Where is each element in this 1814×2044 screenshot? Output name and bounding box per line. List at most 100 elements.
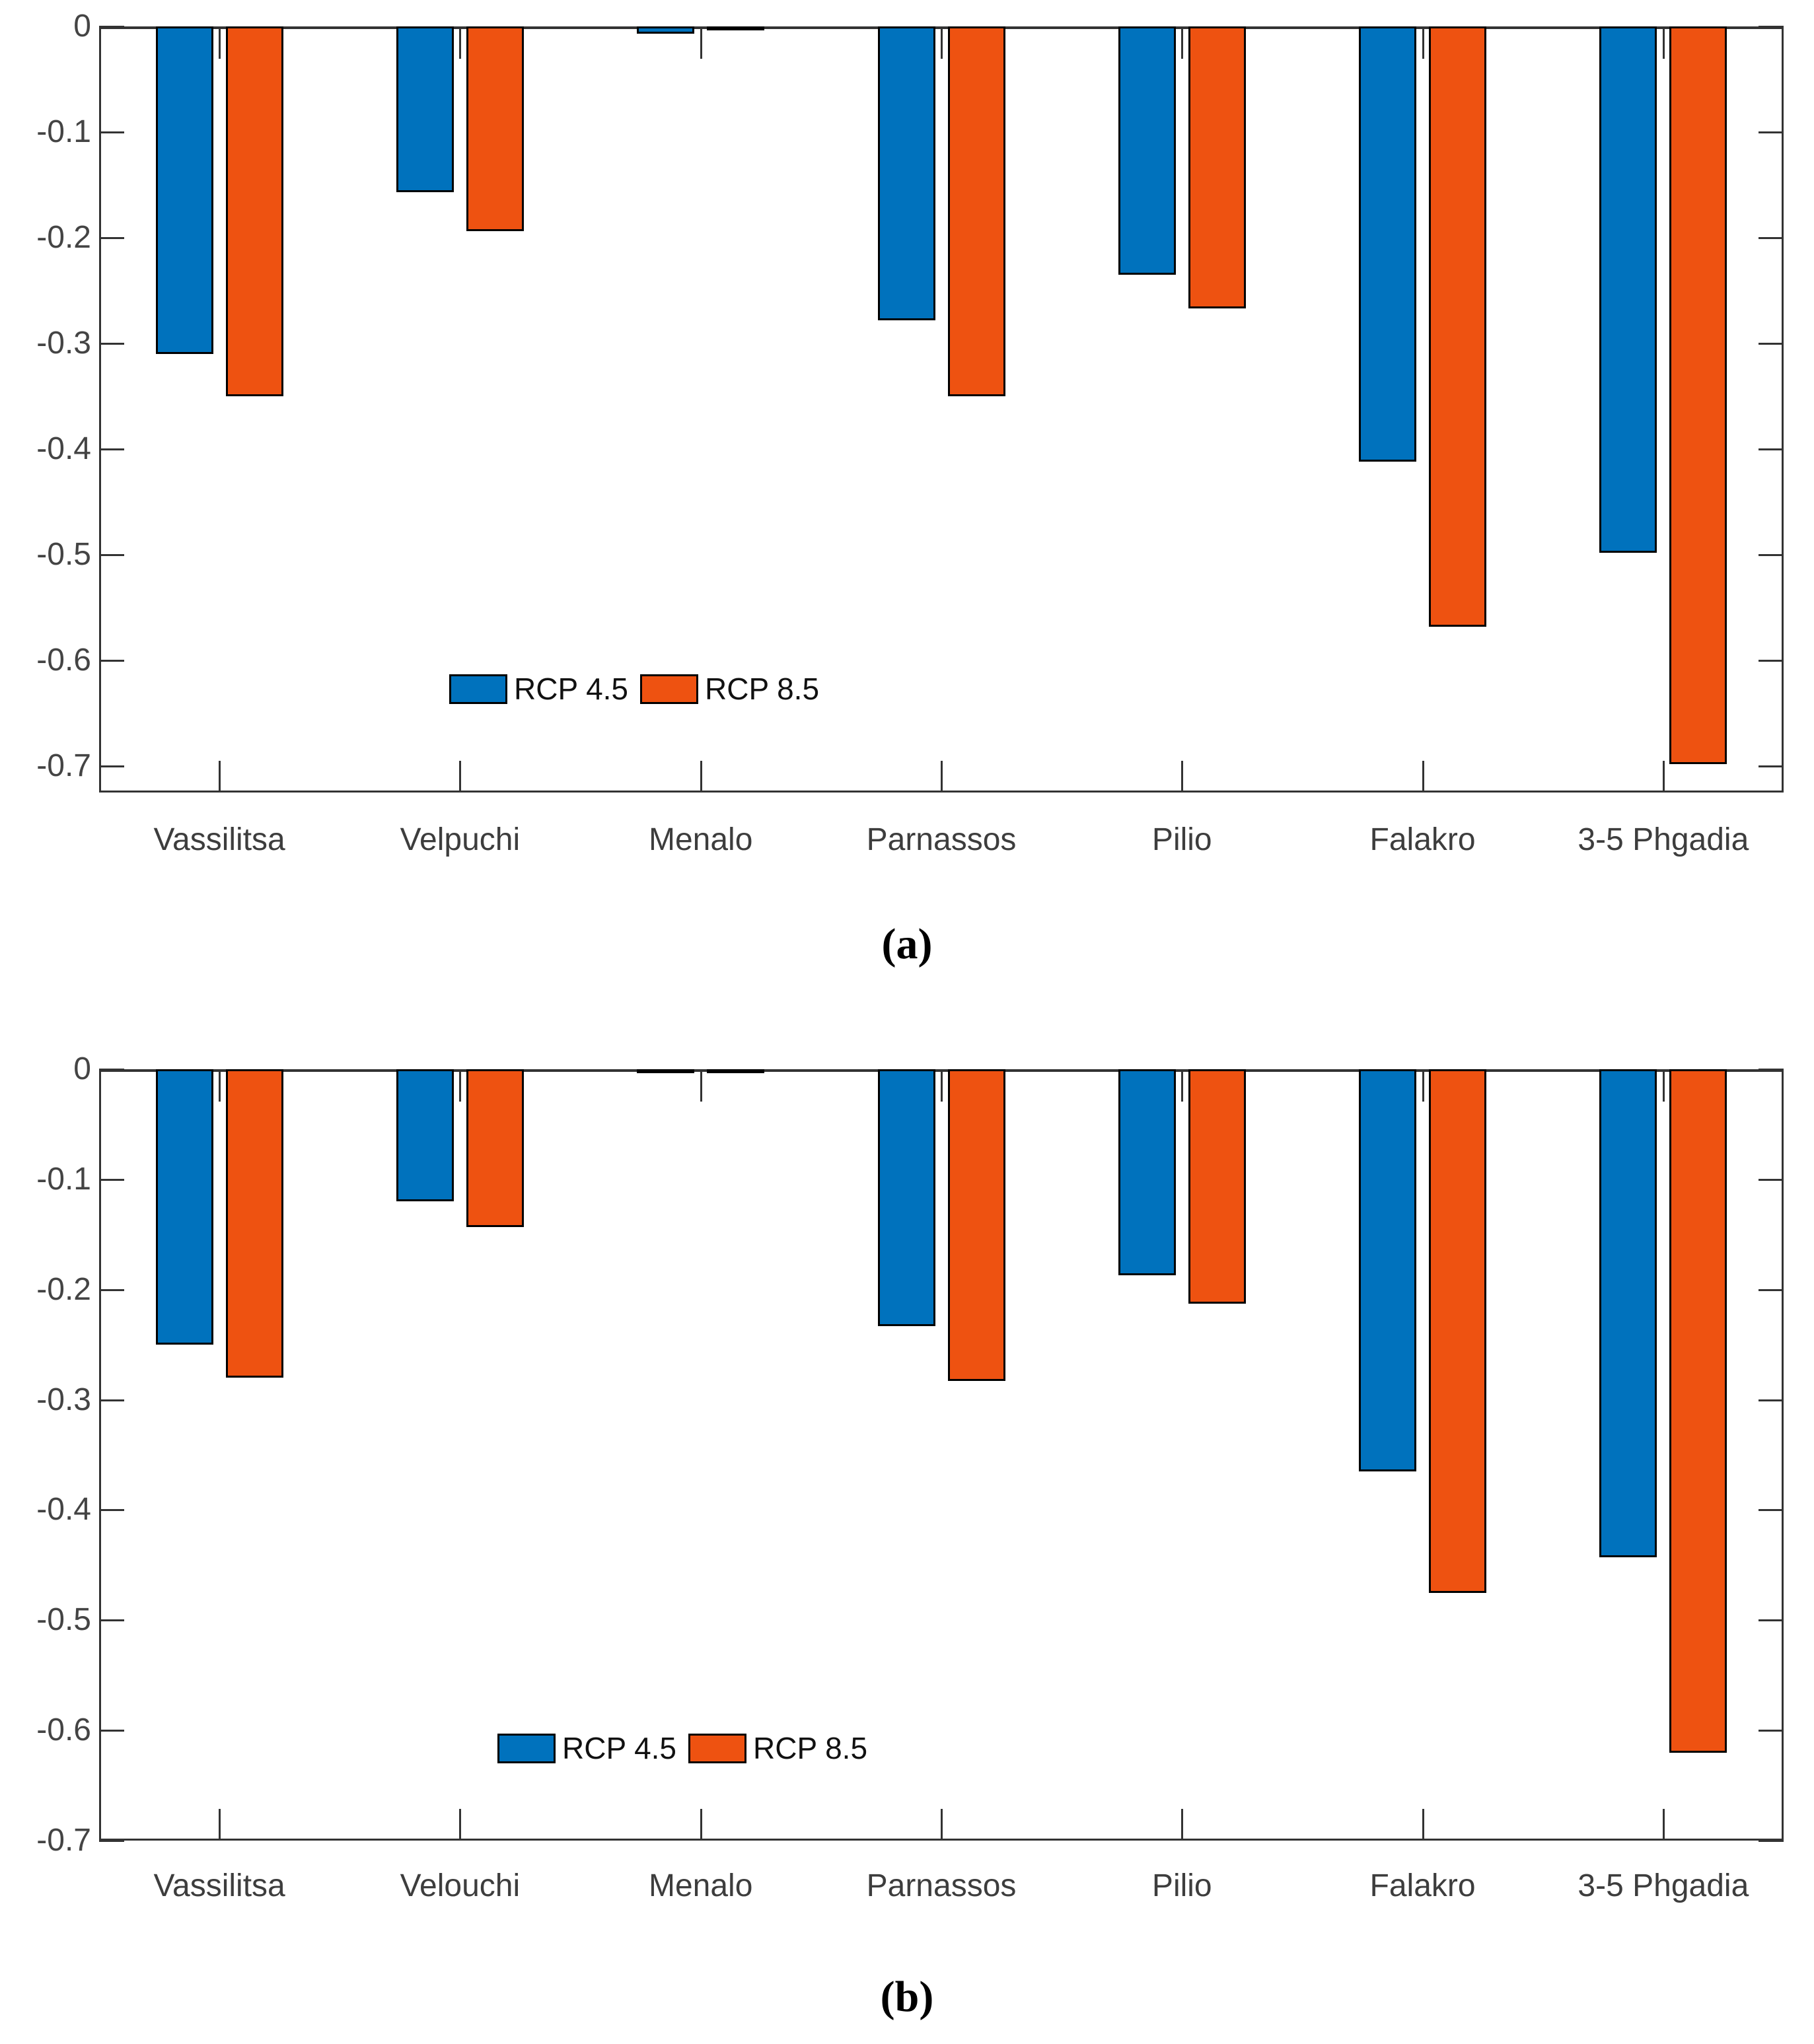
- bar-rcp45-vassilitsa: [155, 26, 213, 354]
- x-category-label: Vassilitsa: [153, 822, 285, 857]
- bar-rcp45-pilio: [1118, 26, 1176, 275]
- legend-swatch-rcp85: [688, 1733, 747, 1763]
- y-tick-right: [1759, 1288, 1784, 1291]
- x-category-label: Parnassos: [866, 1868, 1017, 1903]
- bar-rcp45-3-5-phgadia: [1599, 26, 1657, 553]
- y-tick-left: [99, 237, 124, 239]
- bar-rcp45-menalo: [637, 1069, 695, 1073]
- x-tick-top: [1422, 29, 1424, 59]
- axis-zero-line: [99, 26, 1784, 29]
- y-tick-right: [1759, 131, 1784, 133]
- y-tick-label: -0.2: [36, 220, 91, 255]
- y-tick-label: 0: [73, 9, 91, 44]
- y-tick-label: -0.7: [36, 1823, 91, 1858]
- x-category-label: Falakro: [1369, 1868, 1476, 1903]
- y-tick-right: [1759, 1399, 1784, 1401]
- x-tick-bottom: [1181, 1809, 1184, 1839]
- y-tick-label: -0.7: [36, 748, 91, 783]
- axis-left-spine: [99, 26, 101, 793]
- y-tick-left: [99, 554, 124, 556]
- bar-rcp85-parnassos: [947, 1069, 1005, 1382]
- bar-rcp45-vassilitsa: [155, 1069, 213, 1345]
- x-tick-bottom: [219, 1809, 221, 1839]
- caption-b: (b): [880, 1973, 934, 2021]
- x-tick-top: [459, 1072, 462, 1102]
- x-category-label: Pilio: [1151, 1868, 1212, 1903]
- bar-rcp85-3-5-phgadia: [1669, 1069, 1727, 1753]
- x-tick-top: [1662, 1072, 1665, 1102]
- y-tick-right: [1759, 765, 1784, 767]
- y-tick-label: -0.1: [36, 114, 91, 149]
- y-tick-label: -0.4: [36, 1492, 91, 1528]
- bar-rcp85-velouchi: [466, 1069, 524, 1227]
- y-tick-right: [1759, 1069, 1784, 1071]
- y-tick-label: -0.4: [36, 431, 91, 466]
- y-tick-left: [99, 765, 124, 767]
- caption-a: (a): [881, 920, 933, 968]
- y-tick-left: [99, 1509, 124, 1512]
- legend-label: RCP 4.5: [514, 672, 629, 706]
- x-category-label: 3-5 Phgadia: [1578, 1868, 1749, 1903]
- bar-rcp45-parnassos: [877, 1069, 935, 1326]
- y-tick-left: [99, 448, 124, 450]
- bar-rcp85-3-5-phgadia: [1669, 26, 1727, 764]
- bar-rcp85-pilio: [1188, 26, 1246, 309]
- axis-right-spine: [1782, 1069, 1784, 1841]
- y-tick-label: -0.6: [36, 643, 91, 678]
- x-category-label: Falakro: [1369, 822, 1476, 857]
- bar-rcp85-vassilitsa: [225, 26, 283, 396]
- y-tick-right: [1759, 237, 1784, 239]
- bar-rcp45-3-5-phgadia: [1599, 1069, 1657, 1558]
- x-tick-top: [700, 1072, 702, 1102]
- axis-bottom-spine: [99, 1839, 1784, 1841]
- x-category-label: Vassilitsa: [153, 1868, 285, 1903]
- axis-right-spine: [1782, 26, 1784, 793]
- y-tick-left: [99, 1840, 124, 1842]
- y-tick-label: 0: [73, 1051, 91, 1086]
- bar-rcp85-menalo: [707, 26, 765, 30]
- bar-rcp85-menalo: [707, 1069, 765, 1073]
- axis-bottom-spine: [99, 791, 1784, 793]
- x-category-label: Menalo: [648, 1868, 753, 1903]
- x-tick-bottom: [1422, 761, 1424, 791]
- y-tick-left: [99, 1399, 124, 1401]
- y-tick-right: [1759, 26, 1784, 28]
- x-tick-top: [1662, 29, 1665, 59]
- x-category-label: Menalo: [648, 822, 753, 857]
- y-tick-left: [99, 26, 124, 28]
- legend-label: RCP 8.5: [753, 1731, 868, 1765]
- y-tick-right: [1759, 1178, 1784, 1181]
- axis-left-spine: [99, 1069, 101, 1841]
- y-tick-left: [99, 1730, 124, 1732]
- y-tick-label: -0.6: [36, 1712, 91, 1748]
- x-tick-bottom: [1662, 761, 1665, 791]
- legend-swatch-rcp45: [497, 1733, 556, 1763]
- x-tick-bottom: [1422, 1809, 1424, 1839]
- y-tick-left: [99, 1178, 124, 1181]
- x-tick-bottom: [941, 1809, 943, 1839]
- y-tick-label: -0.5: [36, 1602, 91, 1638]
- y-tick-label: -0.5: [36, 537, 91, 572]
- y-tick-right: [1759, 660, 1784, 662]
- y-tick-left: [99, 1069, 124, 1071]
- x-category-label: Parnassos: [866, 822, 1017, 857]
- x-tick-top: [219, 1072, 221, 1102]
- bar-rcp85-pilio: [1188, 1069, 1246, 1304]
- x-tick-bottom: [700, 1809, 702, 1839]
- x-tick-top: [1181, 1072, 1184, 1102]
- y-tick-right: [1759, 343, 1784, 345]
- x-tick-top: [1422, 1072, 1424, 1102]
- y-tick-label: -0.1: [36, 1161, 91, 1197]
- x-tick-top: [941, 29, 943, 59]
- y-tick-right: [1759, 1509, 1784, 1512]
- bar-rcp85-falakro: [1429, 1069, 1487, 1593]
- y-tick-left: [99, 343, 124, 345]
- x-tick-bottom: [941, 761, 943, 791]
- bar-rcp85-falakro: [1429, 26, 1487, 627]
- x-tick-bottom: [700, 761, 702, 791]
- x-tick-bottom: [1181, 761, 1184, 791]
- bar-rcp85-velpuchi: [466, 26, 524, 232]
- y-tick-left: [99, 1288, 124, 1291]
- y-tick-right: [1759, 554, 1784, 556]
